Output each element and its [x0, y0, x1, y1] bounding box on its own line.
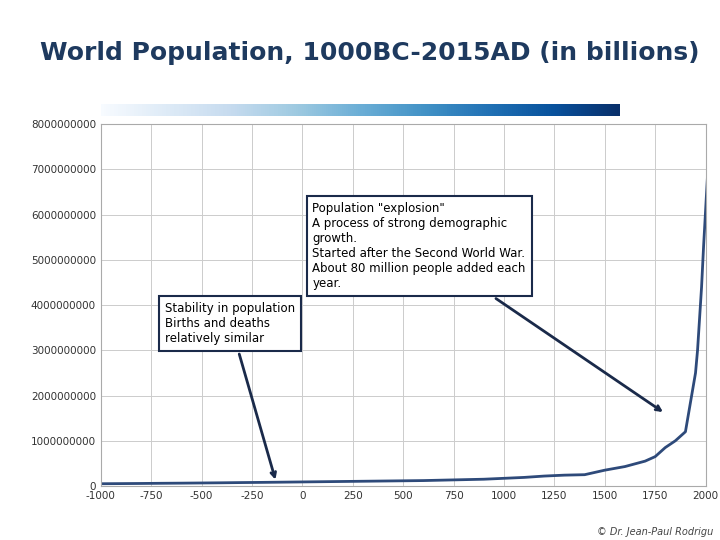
- Text: World Population, 1000BC-2015AD (in billions): World Population, 1000BC-2015AD (in bill…: [40, 41, 699, 65]
- Text: Population "explosion"
A process of strong demographic
growth.
Started after the: Population "explosion" A process of stro…: [312, 202, 660, 410]
- Text: Stability in population
Births and deaths
relatively similar: Stability in population Births and death…: [166, 302, 295, 477]
- Text: © Dr. Jean-Paul Rodrigu: © Dr. Jean-Paul Rodrigu: [597, 527, 713, 537]
